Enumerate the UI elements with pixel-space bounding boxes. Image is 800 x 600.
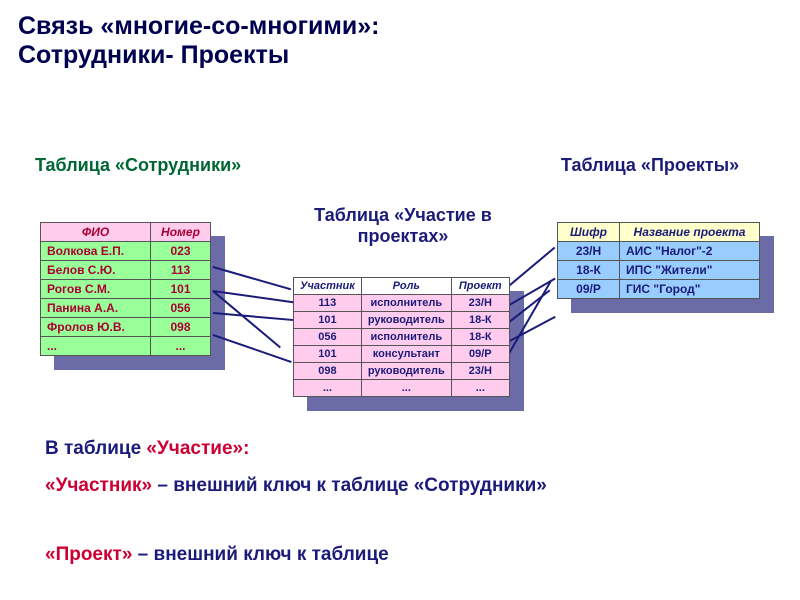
table-cell: ... (151, 337, 211, 356)
col-header: Название проекта (620, 223, 760, 242)
table-cell: Фролов Ю.В. (41, 318, 151, 337)
body-text-part: – внешний ключ к таблице «Сотрудники» (152, 475, 547, 496)
employees-table: ФИОНомерВолкова Е.П.023Белов С.Ю.113Рого… (40, 222, 211, 356)
table-cell: 113 (294, 295, 362, 312)
body-text-line: «Участник» – внешний ключ к таблице «Сот… (45, 474, 547, 499)
table-cell: 098 (294, 363, 362, 380)
body-text-part: «Участник» (45, 475, 152, 496)
table-cell: 113 (151, 261, 211, 280)
relation-line (213, 312, 294, 321)
table-cell: Волкова Е.П. (41, 242, 151, 261)
col-header: Участник (294, 278, 362, 295)
body-text-part: – внешний ключ к таблице (132, 544, 388, 565)
table-cell: 101 (294, 312, 362, 329)
table-cell: Белов С.Ю. (41, 261, 151, 280)
table-cell: 09/Р (558, 280, 620, 299)
col-header: Номер (151, 223, 211, 242)
table-cell: 23/Н (558, 242, 620, 261)
table-cell: 023 (151, 242, 211, 261)
table-cell: АИС "Налог"-2 (620, 242, 760, 261)
table-cell: руководитель (361, 363, 451, 380)
body-text-part: «Участие»: (146, 438, 249, 459)
body-text-line: В таблице «Участие»: (45, 437, 249, 462)
projects-caption: Таблица «Проекты» (555, 155, 745, 176)
table-cell: 18-К (451, 329, 509, 346)
col-header: ФИО (41, 223, 151, 242)
body-text-part: В таблице (45, 438, 146, 459)
table-cell: 098 (151, 318, 211, 337)
table-cell: ... (41, 337, 151, 356)
col-header: Проект (451, 278, 509, 295)
table-cell: ИПС "Жители" (620, 261, 760, 280)
table-cell: 23/Н (451, 295, 509, 312)
table-cell: 23/Н (451, 363, 509, 380)
table-cell: руководитель (361, 312, 451, 329)
employees-caption: Таблица «Сотрудники» (35, 155, 241, 176)
table-cell: 056 (294, 329, 362, 346)
col-header: Шифр (558, 223, 620, 242)
table-cell: Панина А.А. (41, 299, 151, 318)
participation-caption: Таблица «Участие в проектах» (308, 205, 498, 246)
table-cell: 101 (151, 280, 211, 299)
table-cell: исполнитель (361, 329, 451, 346)
body-text-line: «Проект» – внешний ключ к таблице (45, 543, 389, 568)
table-cell: Рогов С.М. (41, 280, 151, 299)
table-cell: исполнитель (361, 295, 451, 312)
body-text-part: «Проект» (45, 544, 132, 565)
col-header: Роль (361, 278, 451, 295)
projects-table: ШифрНазвание проекта23/НАИС "Налог"-218-… (557, 222, 760, 299)
page-title: Связь «многие-со-многими»: Сотрудники- П… (18, 12, 379, 70)
table-cell: ... (361, 380, 451, 397)
table-cell: ... (294, 380, 362, 397)
participation-table: УчастникРольПроект113исполнитель23/Н101р… (293, 277, 510, 397)
table-cell: ГИС "Город" (620, 280, 760, 299)
table-cell: ... (451, 380, 509, 397)
table-cell: 056 (151, 299, 211, 318)
table-cell: 09/Р (451, 346, 509, 363)
title-line2: Сотрудники- Проекты (18, 41, 379, 70)
table-cell: консультант (361, 346, 451, 363)
table-cell: 18-К (451, 312, 509, 329)
title-line1: Связь «многие-со-многими»: (18, 12, 379, 41)
table-cell: 101 (294, 346, 362, 363)
table-cell: 18-К (558, 261, 620, 280)
